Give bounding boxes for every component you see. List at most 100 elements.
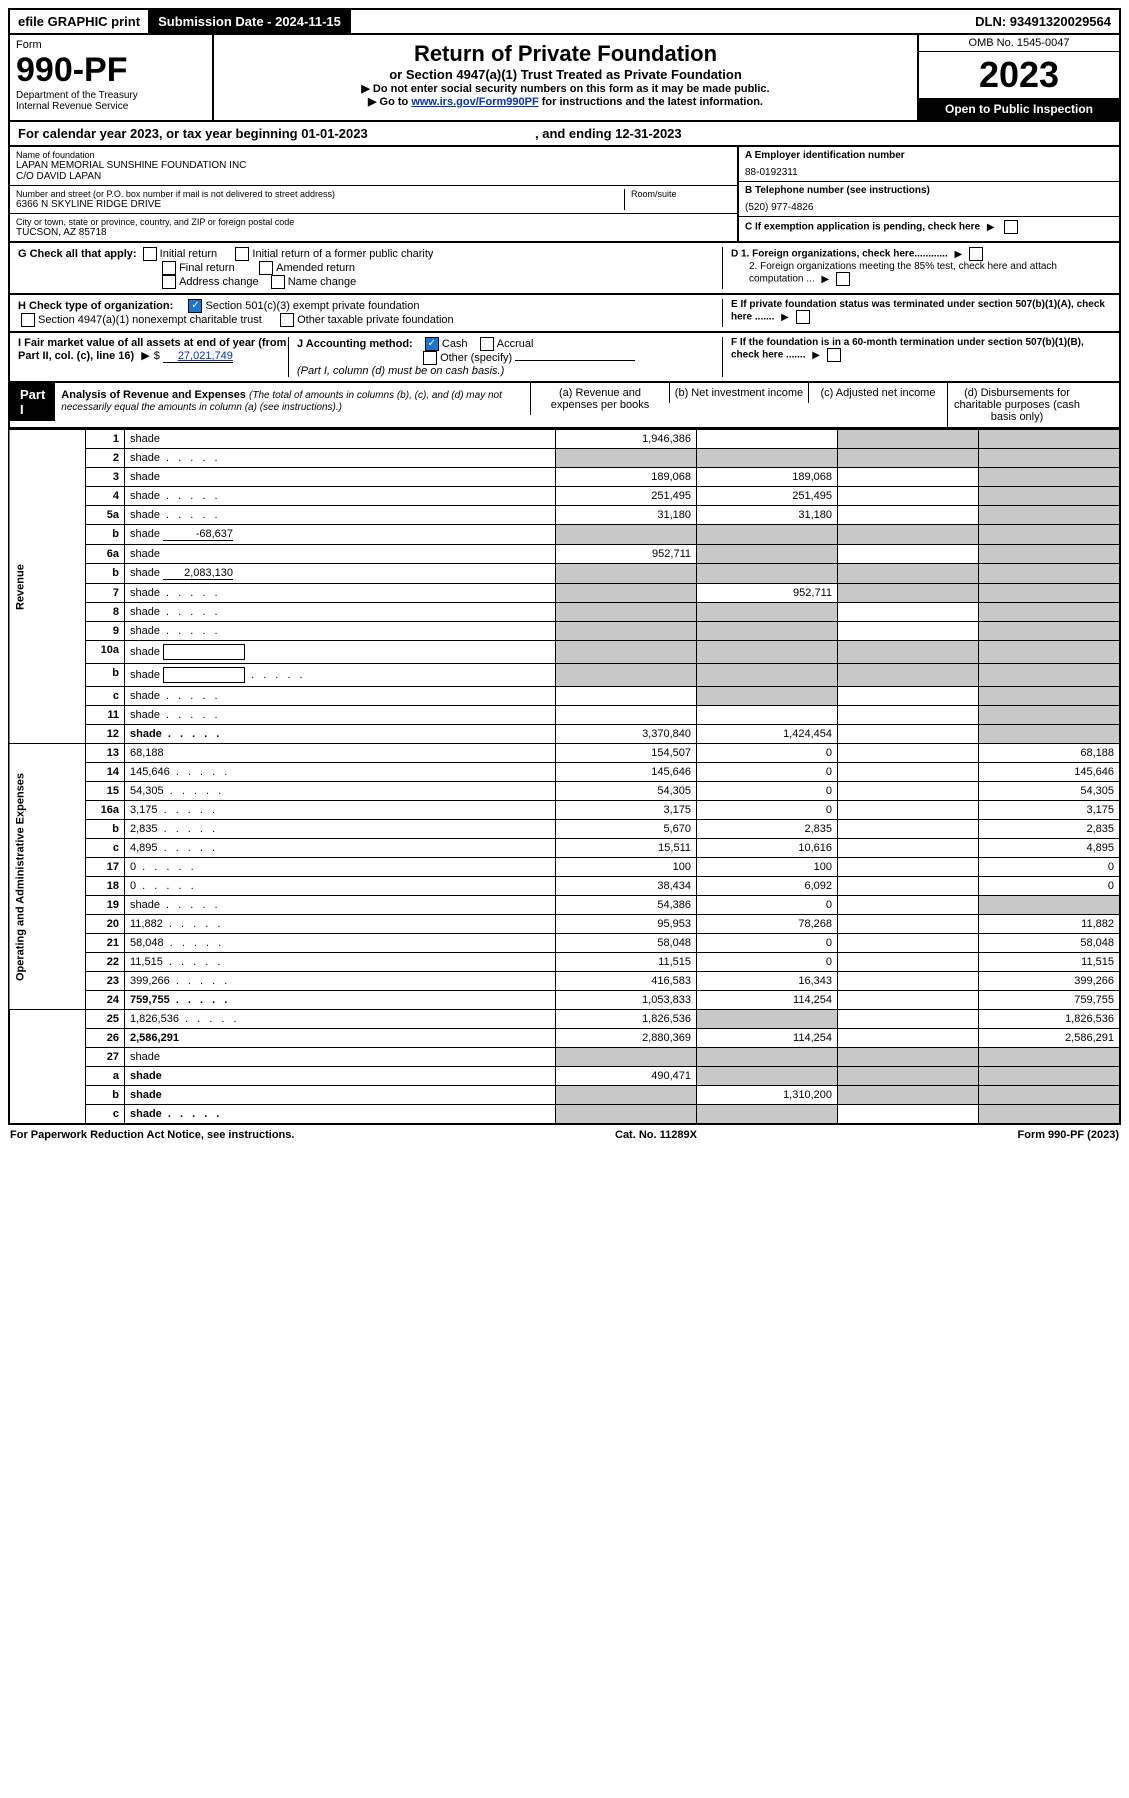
table-row: 170 . . . . .1001000 — [9, 858, 1120, 877]
i-section: I Fair market value of all assets at end… — [18, 337, 288, 377]
inline-box[interactable] — [163, 644, 245, 660]
row-description: 11,882 . . . . . — [125, 915, 556, 934]
room-suite: Room/suite — [624, 189, 731, 210]
row-number: 10a — [86, 641, 125, 664]
cell-a: 1,053,833 — [556, 991, 697, 1010]
row-number: b — [86, 1086, 125, 1105]
d1-label: D 1. Foreign organizations, check here..… — [731, 249, 948, 260]
f-checkbox[interactable] — [827, 348, 841, 362]
cell-b: 16,343 — [697, 972, 838, 991]
h3-checkbox[interactable] — [280, 313, 294, 327]
cell-a — [556, 622, 697, 641]
phone-cell: B Telephone number (see instructions) (5… — [739, 182, 1119, 217]
h-label: H Check type of organization: — [18, 300, 173, 312]
name-label: Name of foundation — [16, 150, 731, 160]
cell-d — [979, 725, 1121, 744]
row-number: 6a — [86, 545, 125, 564]
j-cash-checkbox[interactable] — [425, 337, 439, 351]
cell-b: 0 — [697, 896, 838, 915]
foundation-name: LAPAN MEMORIAL SUNSHINE FOUNDATION INC — [16, 160, 731, 171]
cell-b: 31,180 — [697, 506, 838, 525]
cell-a — [556, 564, 697, 584]
j-accrual-checkbox[interactable] — [480, 337, 494, 351]
row-description: shade — [125, 641, 556, 664]
h1-checkbox[interactable] — [188, 299, 202, 313]
arrow-icon: ▶ — [955, 249, 963, 260]
cell-c — [838, 525, 979, 545]
cell-d — [979, 1067, 1121, 1086]
part1-desc: Analysis of Revenue and Expenses (The to… — [55, 383, 530, 421]
row-description: 0 . . . . . — [125, 877, 556, 896]
table-row: 19shade . . . . .54,3860 — [9, 896, 1120, 915]
cell-c — [838, 763, 979, 782]
row-description: shade 2,083,130 — [125, 564, 556, 584]
row-number: 17 — [86, 858, 125, 877]
cell-d — [979, 1105, 1121, 1125]
cell-b — [697, 449, 838, 468]
d2-checkbox[interactable] — [836, 272, 850, 286]
cell-b — [697, 664, 838, 687]
ein-cell: A Employer identification number 88-0192… — [739, 147, 1119, 182]
room-label: Room/suite — [631, 189, 731, 199]
f-section: F If the foundation is in a 60-month ter… — [722, 337, 1111, 377]
cell-a: 54,305 — [556, 782, 697, 801]
cell-a — [556, 706, 697, 725]
cell-c — [838, 972, 979, 991]
d1-checkbox[interactable] — [969, 247, 983, 261]
cell-b: 100 — [697, 858, 838, 877]
ein-label: A Employer identification number — [745, 150, 1113, 161]
cell-c — [838, 839, 979, 858]
g-initial-checkbox[interactable] — [143, 247, 157, 261]
row-description: shade . . . . . — [125, 506, 556, 525]
row-description: shade . . . . . — [125, 487, 556, 506]
j-cash-label: Cash — [442, 338, 468, 350]
g-amended-checkbox[interactable] — [259, 261, 273, 275]
row-description: shade . . . . . — [125, 603, 556, 622]
g-section: G Check all that apply: Initial return I… — [18, 247, 714, 289]
cell-c — [838, 687, 979, 706]
e-checkbox[interactable] — [796, 310, 810, 324]
j-other-label: Other (specify) — [440, 352, 512, 364]
row-description: 54,305 . . . . . — [125, 782, 556, 801]
g-name-checkbox[interactable] — [271, 275, 285, 289]
cell-c — [838, 1086, 979, 1105]
cell-b — [697, 1105, 838, 1125]
expenses-side-label: Operating and Administrative Expenses — [9, 744, 86, 1010]
col-c-header: (c) Adjusted net income — [808, 383, 947, 403]
cell-b: 1,424,454 — [697, 725, 838, 744]
revenue-side-label: Revenue — [9, 430, 86, 744]
cell-b: 0 — [697, 934, 838, 953]
cell-a: 189,068 — [556, 468, 697, 487]
cell-d — [979, 622, 1121, 641]
irs-link[interactable]: www.irs.gov/Form990PF — [411, 96, 538, 108]
row-description: 399,266 . . . . . — [125, 972, 556, 991]
cell-c — [838, 622, 979, 641]
row-description: shade . . . . . — [125, 725, 556, 744]
g-initial-former-checkbox[interactable] — [235, 247, 249, 261]
cell-a — [556, 1048, 697, 1067]
cell-d — [979, 545, 1121, 564]
dln: DLN: 93491320029564 — [967, 10, 1119, 33]
j-other-field[interactable] — [515, 360, 635, 361]
cell-b: 0 — [697, 801, 838, 820]
i-value-link[interactable]: 27,021,749 — [163, 350, 233, 363]
row-number: 16a — [86, 801, 125, 820]
submission-date: Submission Date - 2024-11-15 — [150, 10, 351, 33]
c-checkbox[interactable] — [1004, 220, 1018, 234]
table-row: 23399,266 . . . . .416,58316,343399,266 — [9, 972, 1120, 991]
page-footer: For Paperwork Reduction Act Notice, see … — [8, 1125, 1121, 1145]
row-description: shade — [125, 545, 556, 564]
g-final-checkbox[interactable] — [162, 261, 176, 275]
cell-c — [838, 1048, 979, 1067]
cell-b — [697, 641, 838, 664]
cell-b: 114,254 — [697, 991, 838, 1010]
row-number: b — [86, 564, 125, 584]
inline-box[interactable] — [163, 667, 245, 683]
g-addr-checkbox[interactable] — [162, 275, 176, 289]
cell-c — [838, 953, 979, 972]
j-other-checkbox[interactable] — [423, 351, 437, 365]
cell-a — [556, 1086, 697, 1105]
h2-checkbox[interactable] — [21, 313, 35, 327]
header-left: Form 990-PF Department of the Treasury I… — [10, 35, 214, 120]
row-description: 2,586,291 — [125, 1029, 556, 1048]
